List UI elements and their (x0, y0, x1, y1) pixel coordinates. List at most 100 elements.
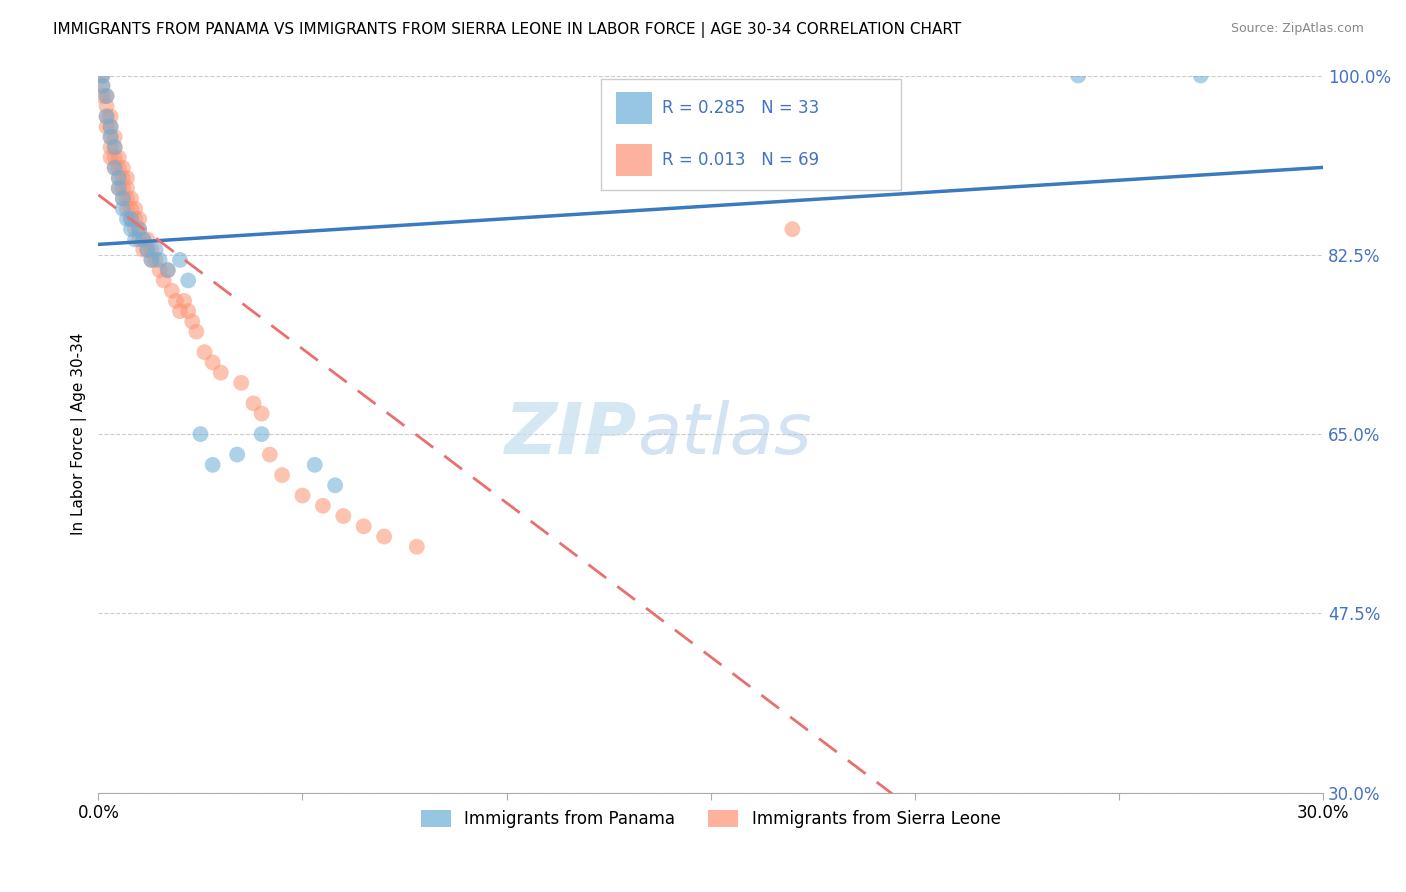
Point (100, 140, 122, 154)
Point (1189, 69, 1212, 83)
Point (141, 252, 163, 267)
Point (169, 252, 191, 267)
Point (156, 263, 179, 277)
Point (115, 211, 138, 226)
Point (160, 284, 183, 298)
Point (141, 243, 163, 257)
Point (141, 252, 163, 267)
Point (107, 171, 129, 186)
Point (250, 407, 273, 421)
Point (782, 222, 804, 236)
Point (120, 222, 142, 236)
Text: atlas: atlas (637, 400, 811, 468)
Point (91, 78, 114, 93)
Point (177, 304, 200, 318)
Point (190, 427, 212, 442)
Point (111, 161, 134, 175)
Point (104, 140, 127, 154)
Point (111, 202, 134, 216)
Point (111, 181, 134, 195)
Point (107, 181, 129, 195)
Point (96, 120, 118, 134)
Point (107, 161, 129, 175)
Point (120, 211, 142, 226)
Point (186, 325, 208, 339)
Point (111, 191, 134, 205)
Point (111, 191, 134, 205)
Point (250, 427, 273, 442)
Point (128, 222, 150, 236)
Point (177, 273, 200, 287)
Text: IMMIGRANTS FROM PANAMA VS IMMIGRANTS FROM SIERRA LEONE IN LABOR FORCE | AGE 30-3: IMMIGRANTS FROM PANAMA VS IMMIGRANTS FRO… (53, 22, 962, 38)
Point (312, 499, 335, 513)
Point (96, 89, 118, 103)
Point (156, 263, 179, 277)
Point (104, 151, 127, 165)
Point (100, 120, 122, 134)
Point (104, 140, 127, 154)
Point (91, 69, 114, 83)
Point (96, 110, 118, 124)
Point (152, 273, 174, 287)
Point (132, 232, 155, 246)
Point (226, 448, 249, 462)
Point (107, 171, 129, 186)
Point (1067, 69, 1090, 83)
Point (91, 89, 114, 103)
Point (353, 519, 375, 533)
Point (193, 345, 215, 359)
Point (104, 161, 127, 175)
Point (124, 202, 146, 216)
FancyBboxPatch shape (616, 92, 652, 124)
Point (259, 448, 281, 462)
Point (145, 252, 167, 267)
Point (242, 396, 264, 410)
Point (100, 130, 122, 145)
Point (104, 161, 127, 175)
Point (132, 232, 155, 246)
Point (91, 69, 114, 83)
Point (115, 181, 138, 195)
Text: ZIP: ZIP (505, 400, 637, 468)
Point (373, 529, 395, 543)
Point (115, 171, 138, 186)
Point (136, 243, 159, 257)
Point (201, 355, 224, 369)
Point (323, 478, 346, 492)
Point (209, 366, 232, 380)
FancyBboxPatch shape (616, 145, 652, 176)
Point (136, 232, 159, 246)
Point (149, 263, 172, 277)
Point (128, 222, 150, 236)
Point (100, 120, 122, 134)
Point (128, 232, 150, 246)
Point (120, 191, 142, 205)
Point (100, 130, 122, 145)
Point (291, 489, 314, 503)
Point (173, 293, 195, 308)
Point (149, 252, 172, 267)
Point (96, 99, 118, 113)
Point (120, 211, 142, 226)
Point (332, 509, 354, 524)
Text: R = 0.013   N = 69: R = 0.013 N = 69 (662, 151, 818, 169)
Point (96, 110, 118, 124)
Point (120, 202, 142, 216)
FancyBboxPatch shape (600, 79, 901, 190)
Point (111, 171, 134, 186)
Point (128, 211, 150, 226)
Point (165, 293, 187, 308)
Point (304, 458, 326, 472)
Point (100, 151, 122, 165)
Point (104, 130, 127, 145)
Text: R = 0.285   N = 33: R = 0.285 N = 33 (662, 99, 820, 117)
Point (271, 468, 294, 483)
Point (96, 89, 118, 103)
Point (115, 191, 138, 205)
Y-axis label: In Labor Force | Age 30-34: In Labor Force | Age 30-34 (72, 333, 87, 535)
Text: Source: ZipAtlas.com: Source: ZipAtlas.com (1230, 22, 1364, 36)
Point (136, 243, 159, 257)
Point (132, 243, 155, 257)
Point (91, 78, 114, 93)
Point (124, 232, 146, 246)
